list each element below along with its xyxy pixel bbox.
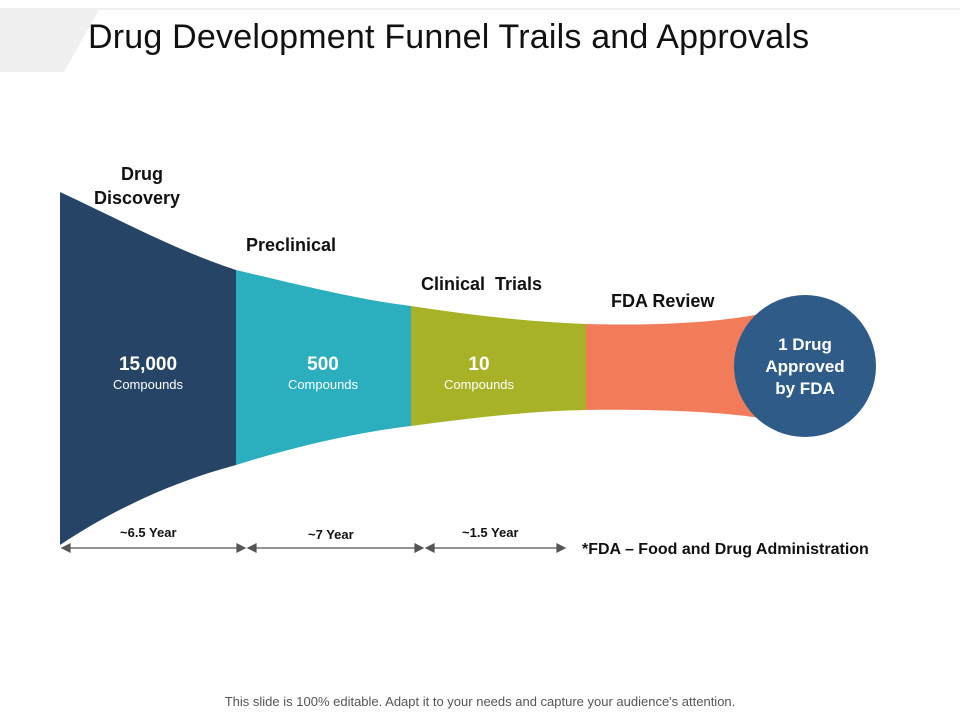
duration-label-clinical: ~1.5 Year xyxy=(462,525,519,540)
slide-footer: This slide is 100% editable. Adapt it to… xyxy=(224,694,736,709)
funnel-segment-clinical-trials xyxy=(411,306,586,426)
stage-label-drug-discovery: Drug Discovery xyxy=(94,164,181,208)
compound-unit: Compounds xyxy=(443,377,515,392)
segment-text-preclinical: 500 Compounds xyxy=(238,354,408,394)
funnel-segment-preclinical xyxy=(236,270,411,465)
timeline-arrow-2 xyxy=(246,543,425,553)
page-title: Drug Development Funnel Trails and Appro… xyxy=(88,18,810,56)
funnel-diagram xyxy=(60,192,876,553)
compound-unit: Compounds xyxy=(112,377,184,392)
compound-count: 15,000 xyxy=(118,354,178,375)
duration-label-preclinical: ~7 Year xyxy=(308,527,354,542)
duration-label-discovery: ~6.5 Year xyxy=(120,525,177,540)
segment-text-drug-discovery: 15,000 Compounds xyxy=(63,354,233,394)
title-tab-shape xyxy=(0,8,960,72)
compound-count: 500 xyxy=(307,354,339,375)
compound-count: 10 xyxy=(468,354,490,375)
approval-circle-text: 1 Drug Approved by FDA xyxy=(765,335,845,398)
timeline-arrow-3 xyxy=(424,543,567,553)
fda-footnote: *FDA – Food and Drug Administration xyxy=(582,541,869,558)
compound-unit: Compounds xyxy=(287,377,359,392)
stage-label-clinical-trials: Clinical Trials xyxy=(421,274,543,294)
stage-label-fda-review: FDA Review xyxy=(611,291,715,311)
approval-circle xyxy=(734,295,876,437)
funnel-segment-drug-discovery xyxy=(60,192,236,545)
funnel-segment-fda-review xyxy=(586,314,760,418)
stage-label-preclinical: Preclinical xyxy=(246,235,337,255)
title-bar: Drug Development Funnel Trails and Appro… xyxy=(0,8,960,72)
timeline-arrow-1 xyxy=(60,543,247,553)
segment-text-clinical-trials: 10 Compounds xyxy=(394,354,564,394)
